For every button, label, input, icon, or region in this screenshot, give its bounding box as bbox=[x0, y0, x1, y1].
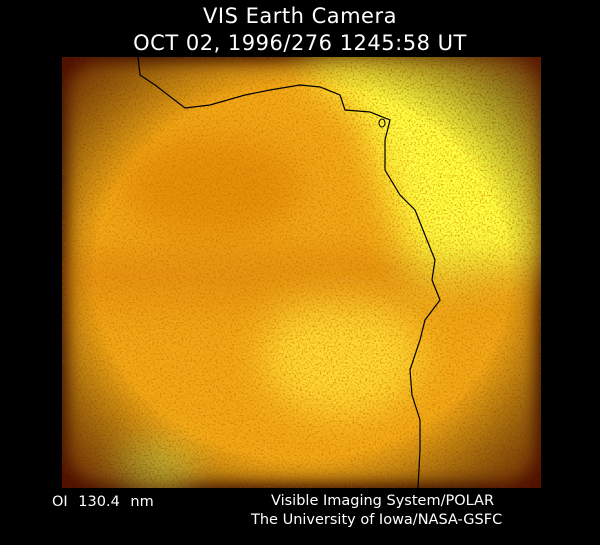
wavelength-label: OI 130.4 nm bbox=[52, 494, 154, 510]
coastline bbox=[137, 57, 441, 488]
image-title: VIS Earth Camera bbox=[203, 4, 397, 28]
earth-camera-image bbox=[62, 57, 541, 488]
credit-line-1: Visible Imaging System/POLAR bbox=[271, 493, 495, 509]
image-timestamp: OCT 02, 1996/276 1245:58 UT bbox=[133, 31, 467, 55]
island bbox=[378, 118, 386, 128]
credit-line-2: The University of Iowa/NASA-GSFC bbox=[251, 512, 503, 528]
